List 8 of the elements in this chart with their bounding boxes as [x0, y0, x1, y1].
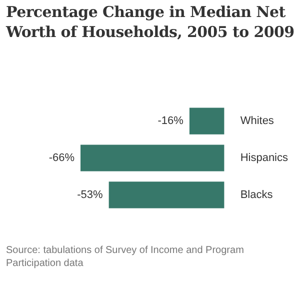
- y-tick-label: Blacks: [240, 188, 274, 201]
- data-label: -66%: [48, 152, 75, 164]
- y-tick-label: Hispanics: [240, 152, 288, 164]
- y-tick-label: Whites: [240, 115, 274, 128]
- chart-title: Percentage Change in Median Net Worth of Households, 2005 to 2009: [6, 2, 296, 42]
- source-note: Source: tabulations of Survey of Income and Program Participation data: [6, 244, 245, 270]
- data-label: -16%: [158, 115, 184, 128]
- data-label: -53%: [77, 188, 104, 201]
